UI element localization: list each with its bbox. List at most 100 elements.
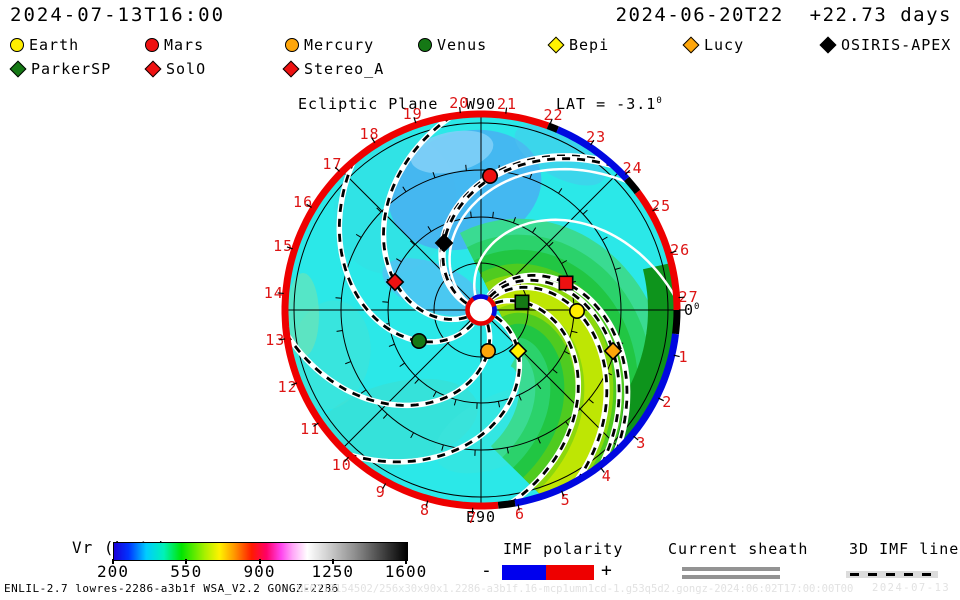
imf-line-OSIRIS-APEX [441, 157, 615, 305]
Venus-swatch-circle-icon [418, 38, 432, 52]
day-label: 3 [636, 433, 647, 452]
latitude-label: LAT = -3.10 [556, 95, 663, 113]
legend-item-Stereo_A: Stereo_A [282, 60, 385, 78]
marker-SolO [385, 272, 405, 292]
marker-Bepi [508, 341, 528, 361]
legend-item-label: Venus [437, 36, 488, 54]
simulation-timestamp: 2024-07-13T16:00 [10, 4, 226, 26]
imf-3d-line-label: 3D IMF line [849, 540, 960, 558]
legend-item-label: Earth [29, 36, 80, 54]
zero-longitude-label: 00 [684, 301, 701, 319]
day-label: 15 [273, 236, 294, 255]
marker-Lucy [603, 341, 623, 361]
current-sheath-swatch-bottom [682, 575, 780, 579]
colorbar-tick [185, 559, 188, 564]
marker-Stereo_A [558, 275, 574, 291]
day-label: 7 [467, 508, 478, 527]
Mercury-swatch-circle-icon [285, 38, 299, 52]
colorbar-tick [112, 559, 114, 564]
day-label: 27 [678, 287, 699, 306]
east-limb-label: E90 [465, 508, 497, 526]
imf-line-SolO [382, 115, 468, 321]
run-start-timestamp: 2024-06-20T22 +22.73 days [615, 4, 952, 26]
legend-item-label: ParkerSP [31, 60, 112, 78]
solar-wind-speed-map [285, 114, 677, 506]
day-label: 20 [449, 94, 470, 113]
colorbar-tick [405, 559, 407, 564]
legend-item-Mercury: Mercury [285, 36, 374, 54]
day-label: 9 [375, 483, 386, 502]
imf-positive-swatch [546, 565, 594, 580]
day-label: 26 [670, 240, 691, 259]
legend-item-OSIRIS-APEX: OSIRIS-APEX [819, 36, 952, 54]
imf-negative-swatch [502, 565, 546, 580]
day-label: 19 [402, 104, 423, 123]
current-sheath-swatch-top [682, 567, 780, 571]
colorbar-tick-label: 200 [97, 562, 129, 581]
colorbar-tick-label: 550 [170, 562, 203, 581]
current-sheath-label: Current sheath [668, 540, 809, 558]
imf-line-Lucy [488, 278, 621, 465]
day-label: 25 [651, 197, 672, 215]
colorbar-tick-label: 900 [243, 562, 276, 581]
day-label: 1 [678, 348, 689, 367]
marker-Venus [410, 332, 427, 349]
imf-plus-sign: + [601, 560, 612, 581]
imf-polarity-bar [502, 565, 594, 580]
day-label: 21 [497, 94, 518, 113]
legend-item-label: SolO [166, 60, 207, 78]
colorbar-gradient [113, 542, 408, 561]
imf-line-Stereo_A [487, 274, 629, 453]
legend-item-Lucy: Lucy [682, 36, 745, 54]
model-version-text: ENLIL-2.7 lowres-2286-a3b1f WSA_V2.2 GON… [4, 582, 339, 595]
legend-item-label: Mars [164, 36, 205, 54]
current-sheet-line [473, 218, 677, 300]
legend-item-ParkerSP: ParkerSP [9, 60, 112, 78]
imf-line-Earth [490, 285, 609, 482]
imf-minus-sign: - [481, 560, 492, 581]
day-label: 2 [662, 393, 673, 412]
legend-item-label: Stereo_A [304, 60, 385, 78]
legend-item-Venus: Venus [418, 36, 487, 54]
day-label: 14 [263, 283, 284, 302]
day-label: 16 [293, 193, 314, 212]
day-label: 11 [300, 419, 321, 438]
day-label: 8 [420, 501, 431, 520]
sun-marker [465, 294, 497, 326]
imf-line-Bepi [348, 315, 521, 464]
marker-ParkerSP [514, 294, 530, 310]
legend-item-SolO: SolO [144, 60, 207, 78]
west-limb-label: W90 [465, 95, 497, 113]
imf-polarity-label: IMF polarity [503, 540, 624, 558]
day-label: 22 [543, 106, 564, 125]
run-id-text: UE0713154502/256x30x90x1.2286-a3b1f.16-m… [297, 583, 854, 595]
legend-item-Bepi: Bepi [547, 36, 610, 54]
day-label: 5 [560, 491, 571, 510]
day-label: 18 [359, 125, 380, 144]
Earth-swatch-circle-icon [10, 38, 24, 52]
marker-Earth [568, 302, 585, 319]
legend-item-Earth: Earth [10, 36, 79, 54]
legend-item-label: Mercury [304, 36, 375, 54]
imf-polarity-ring [277, 107, 685, 514]
marker-Mars [481, 168, 498, 185]
legend-item-label: OSIRIS-APEX [841, 36, 952, 54]
day-label: 4 [601, 466, 612, 485]
day-label: 6 [514, 505, 525, 524]
colorbar-tick-label: 1600 [384, 562, 428, 581]
plot-title: Ecliptic Plane [298, 95, 439, 113]
colorbar-tick [331, 559, 334, 564]
current-sheet-line [448, 167, 628, 304]
run-date-text: 2024-07-13 [872, 582, 951, 594]
legend-item-label: Bepi [569, 36, 610, 54]
marker-Mercury [479, 342, 496, 359]
day-label: 23 [586, 127, 607, 146]
imf-3d-line-swatch [846, 571, 938, 578]
legend-item-label: Lucy [704, 36, 745, 54]
marker-OSIRIS-APEX [434, 233, 454, 253]
imf-line-Venus [337, 160, 474, 344]
body-markers [385, 168, 623, 361]
legend-item-Mars: Mars [145, 36, 204, 54]
